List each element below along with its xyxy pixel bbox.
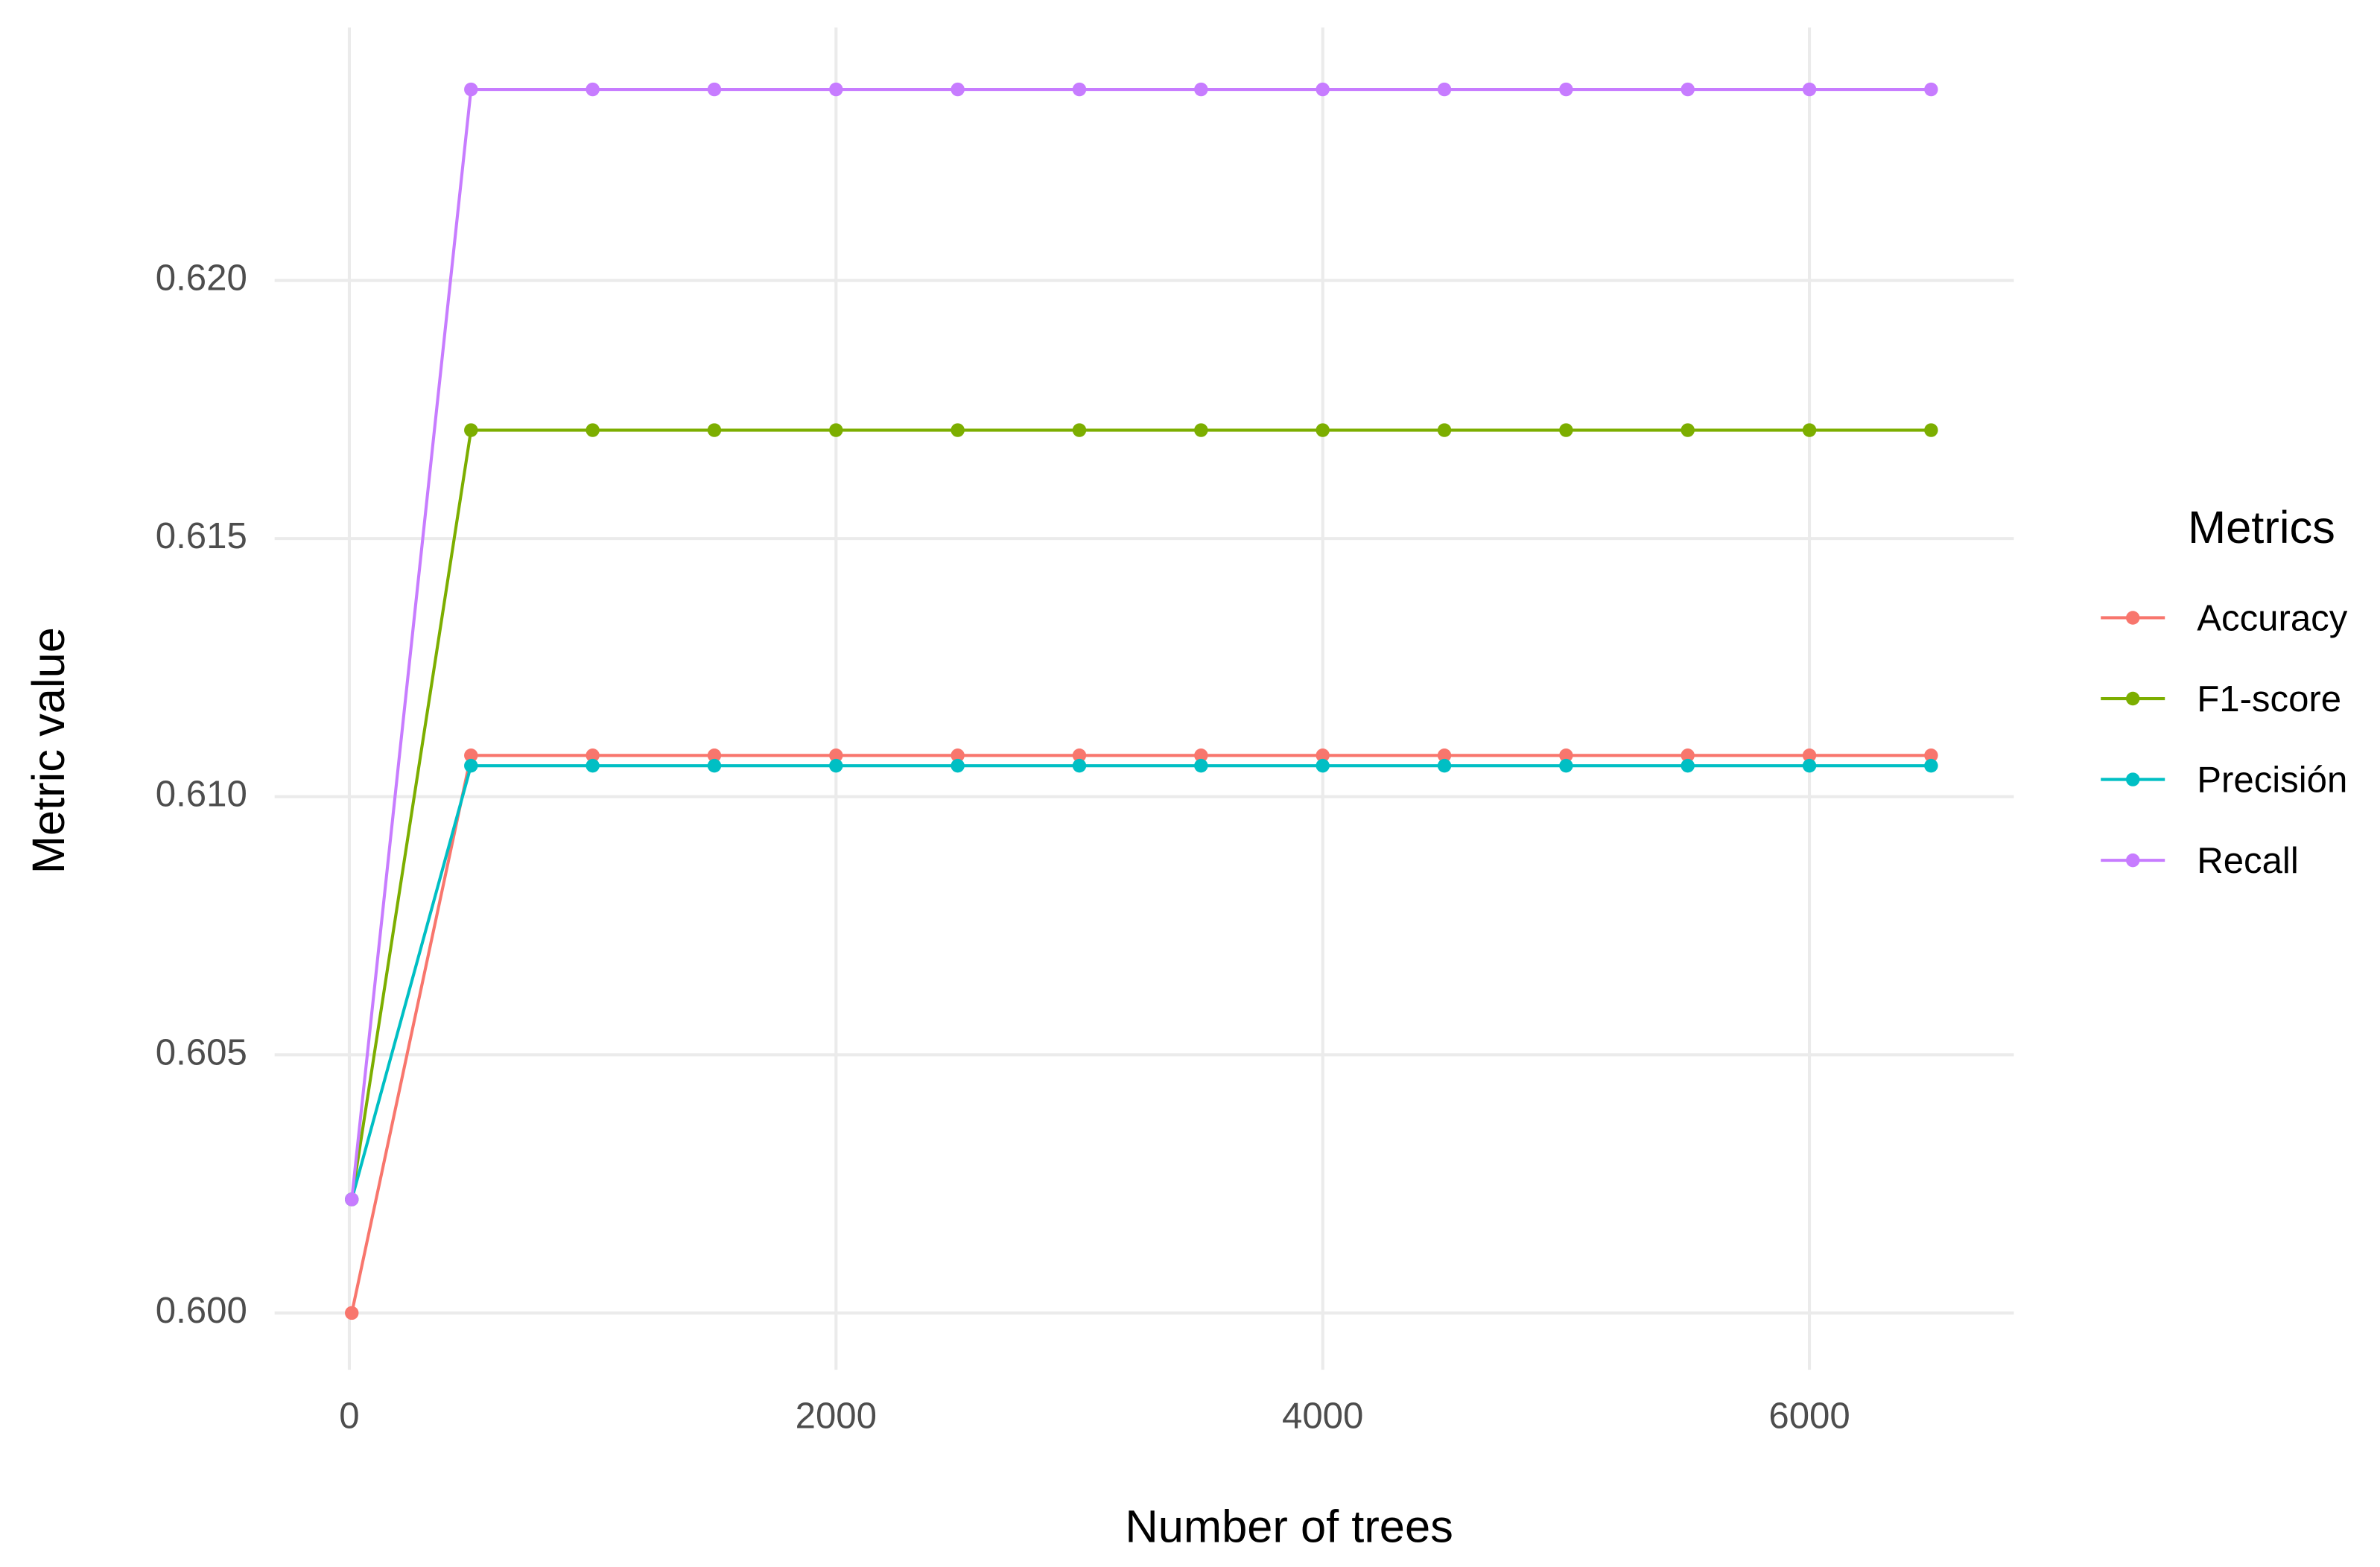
data-point (1437, 758, 1452, 773)
data-point (1316, 748, 1330, 763)
data-point (951, 758, 965, 773)
data-point (344, 1306, 359, 1320)
y-tick-label: 0.600 (156, 1291, 247, 1331)
legend-key-point (2125, 691, 2140, 706)
y-tick-label: 0.615 (156, 516, 247, 556)
data-point (1924, 423, 1938, 437)
data-point (1437, 82, 1452, 97)
data-point (1681, 423, 1695, 437)
data-point (1316, 758, 1330, 773)
data-point (707, 748, 722, 763)
data-point (1924, 82, 1938, 97)
data-point (707, 423, 722, 437)
data-point (586, 758, 600, 773)
legend-label: Accuracy (2197, 599, 2348, 639)
x-tick-label: 0 (339, 1396, 359, 1437)
y-tick-label: 0.610 (156, 775, 247, 815)
x-axis-title: Number of trees (1125, 1501, 1453, 1552)
data-point (829, 82, 843, 97)
data-point (586, 82, 600, 97)
series-line (350, 428, 1932, 1200)
data-point (464, 82, 478, 97)
data-point (1072, 748, 1087, 763)
data-point (1924, 758, 1938, 773)
data-point (586, 748, 600, 763)
series-line (350, 88, 1932, 1200)
data-point (464, 423, 478, 437)
data-point (1194, 82, 1208, 97)
data-point (1559, 82, 1573, 97)
data-point (1194, 758, 1208, 773)
data-point (1802, 758, 1817, 773)
legend-key-point (2125, 772, 2140, 786)
data-point (1437, 748, 1452, 763)
data-point (464, 758, 478, 773)
data-point (1559, 758, 1573, 773)
data-point (1072, 82, 1087, 97)
x-tick-label: 2000 (796, 1396, 877, 1437)
data-point (1194, 423, 1208, 437)
data-point (1924, 748, 1938, 763)
data-point (829, 423, 843, 437)
data-point (1559, 423, 1573, 437)
legend-label: Recall (2197, 841, 2299, 881)
data-point (1802, 423, 1817, 437)
y-tick-label: 0.620 (156, 258, 247, 299)
data-point (829, 748, 843, 763)
data-point (586, 423, 600, 437)
y-tick-label: 0.605 (156, 1032, 247, 1072)
data-point (1559, 748, 1573, 763)
y-axis-title: Metric value (23, 627, 74, 874)
series-line (350, 754, 1932, 1314)
legend-key-point (2125, 611, 2140, 625)
data-point (1316, 82, 1330, 97)
data-point (707, 758, 722, 773)
data-point (1437, 423, 1452, 437)
data-point (951, 423, 965, 437)
data-point (1681, 748, 1695, 763)
data-point (464, 748, 478, 763)
data-point (707, 82, 722, 97)
series-line (350, 764, 1932, 1200)
data-point (1194, 748, 1208, 763)
legend-key-point (2125, 853, 2140, 868)
data-point (1072, 758, 1087, 773)
legend-title: Metrics (2188, 502, 2335, 553)
data-point (951, 748, 965, 763)
data-point (951, 82, 965, 97)
data-point (1681, 82, 1695, 97)
x-tick-label: 4000 (1282, 1396, 1363, 1437)
data-point (1802, 82, 1817, 97)
x-tick-label: 6000 (1768, 1396, 1850, 1437)
data-point (1802, 748, 1817, 763)
data-point (1316, 423, 1330, 437)
data-point (344, 1192, 359, 1207)
data-point (1072, 423, 1087, 437)
legend-label: Precisión (2197, 760, 2347, 801)
data-point (1681, 758, 1695, 773)
legend-label: F1-score (2197, 679, 2341, 719)
data-point (829, 758, 843, 773)
